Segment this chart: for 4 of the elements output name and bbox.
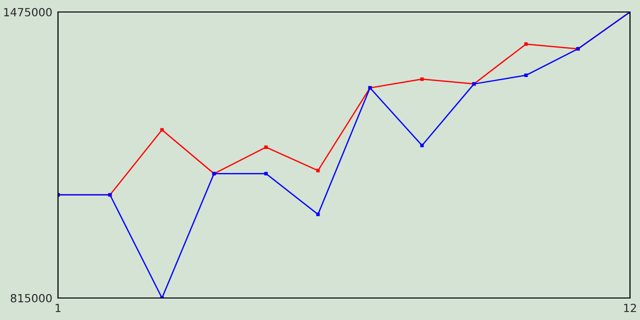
x-tick-label: 12: [624, 304, 636, 312]
y-tick-label: 815000: [10, 294, 52, 302]
y-tick-label: 1475000: [4, 8, 52, 16]
x-tick-label: 1: [56, 304, 61, 312]
